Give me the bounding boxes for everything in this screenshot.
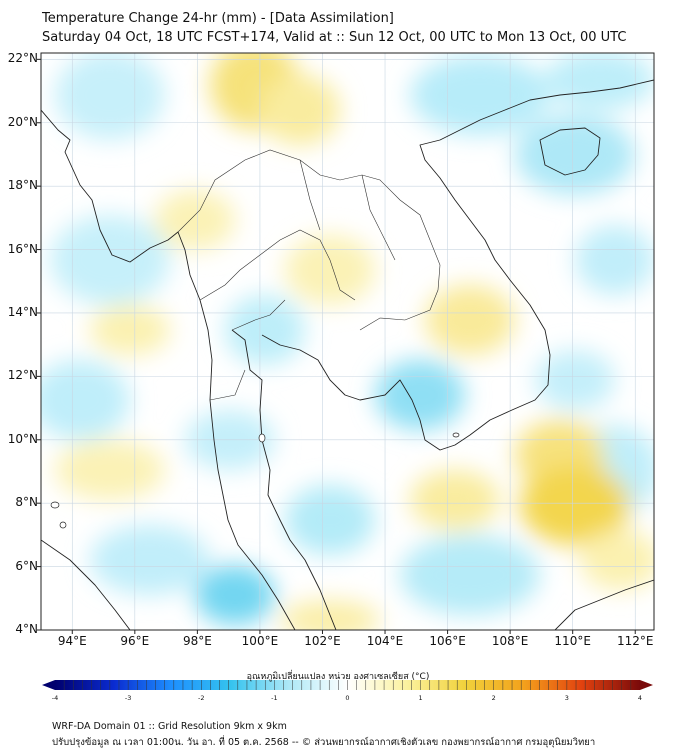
coastlines [41,79,654,630]
lon-label: 112°E [616,634,654,648]
lon-label: 98°E [182,634,212,648]
colorbar-max-arrow [640,680,653,690]
lon-label: 110°E [554,634,591,648]
lat-label: 14°N [7,304,38,319]
colorbar-title: อุณหภูมิเปลี่ยนแปลง หน่วย องศาเซลเซียส (… [246,672,430,682]
colorbar-tick-label: -4 [51,694,59,702]
lon-label: 94°E [57,634,87,648]
lon-label: 100°E [241,634,279,648]
map-plot-area [41,53,654,630]
colorbar-ticks [63,680,632,690]
map-subtitle: Saturday 04 Oct, 18 UTC FCST+174, Valid … [42,30,627,45]
colorbar-tick-label: -2 [198,694,205,702]
islands [50,432,460,529]
lon-label: 108°E [491,634,529,648]
footer-model-info: WRF-DA Domain 01 :: Grid Resolution 9km … [52,721,287,732]
lon-label: 106°E [429,634,466,648]
lat-label: 10°N [7,431,38,446]
lat-label: 20°N [7,114,38,129]
borders [177,149,441,401]
colorbar-min-arrow [42,680,55,690]
colorbar [42,680,653,690]
colorbar-tick-label: 4 [637,694,643,702]
footer-credit: ปรับปรุงข้อมูล ณ เวลา 01:00น. วัน อา. ที… [52,737,596,748]
map-title: Temperature Change 24-hr (mm) - [Data As… [42,11,394,26]
colorbar-tick-label: -1 [271,694,278,702]
colorbar-tick-label: 1 [418,694,423,702]
temperature-field [41,53,654,630]
lat-label: 8°N [15,495,38,510]
lon-label: 104°E [366,634,404,648]
colorbar-tick-label: -3 [124,694,132,702]
colorbar-tick-label: 0 [345,694,350,702]
colorbar-tick-label: 2 [491,694,496,702]
graticule [41,53,654,630]
lat-label: 12°N [7,368,38,383]
lat-label: 18°N [7,178,38,193]
lat-label: 16°N [7,241,38,256]
lat-label: 6°N [15,558,38,573]
map-frame [40,52,655,631]
lon-label: 102°E [304,634,341,648]
lat-label: 4°N [15,622,38,636]
colorbar-tick-label: 3 [564,694,569,702]
axis-ticks [37,58,636,634]
lon-label: 96°E [120,634,150,648]
lat-label: 22°N [7,51,38,66]
